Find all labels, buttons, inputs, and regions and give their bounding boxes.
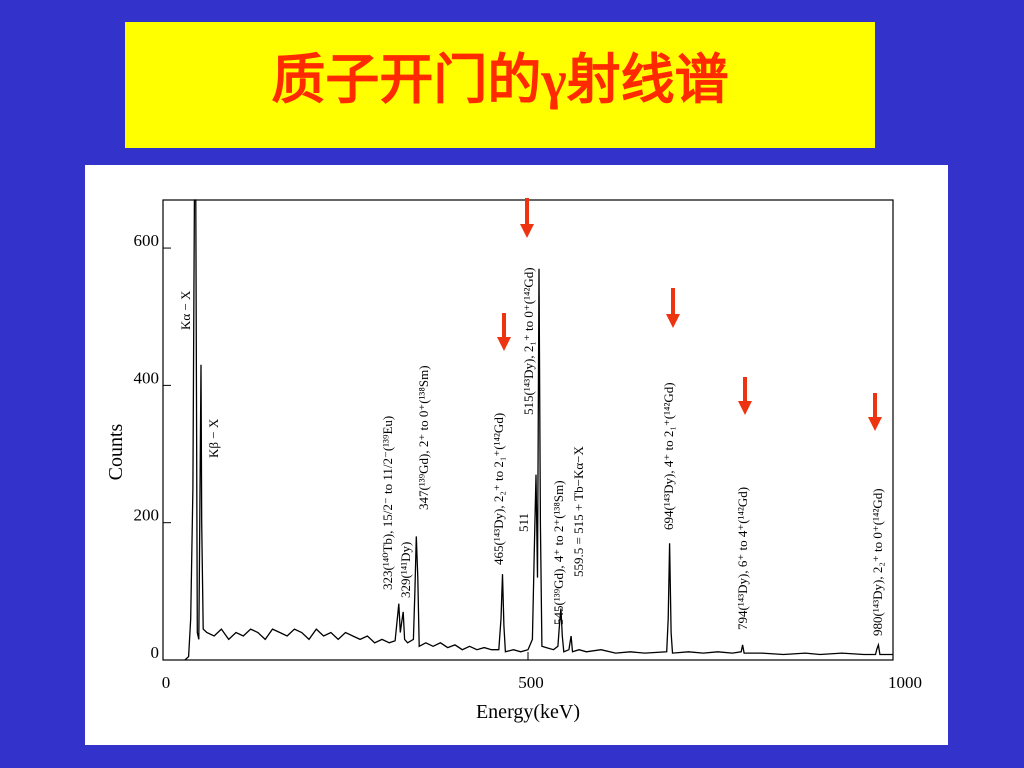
arrows [497, 198, 882, 431]
peak-annotation: 794(¹⁴³Dy), 6⁺ to 4⁺(¹⁴²Gd) [735, 487, 750, 630]
y-tick-label: 600 [134, 231, 160, 250]
peak-annotation: 323(¹⁴⁰Tb), 15/2⁻ to 11/2⁻(¹³⁹Eu) [380, 416, 395, 590]
peak-annotation: 980(¹⁴³Dy), 2₂⁺ to 0⁺(¹⁴²Gd) [870, 488, 885, 636]
x-tick-label: 500 [518, 673, 544, 692]
arrow [525, 198, 529, 226]
y-tick-label: 200 [134, 506, 160, 525]
arrow [502, 313, 506, 339]
chart-title: 质子开门的γ射线谱 [271, 50, 728, 110]
arrow-head [666, 314, 680, 328]
arrow [671, 288, 675, 316]
peak-annotation: 694(¹⁴³Dy), 4⁺ to 2₁⁺(¹⁴²Gd) [661, 382, 676, 530]
peak-annotation: 515(¹⁴³Dy), 2₁⁺ to 0⁺(¹⁴²Gd) [521, 267, 536, 415]
arrow-head [738, 401, 752, 415]
peak-annotation: Kα − X [178, 290, 193, 330]
peak-annotation: 347(¹³⁹Gd), 2⁺ to 0⁺(¹³⁸Sm) [416, 365, 431, 510]
arrow-head [520, 224, 534, 238]
peak-annotation: 545(¹³⁹Gd), 4⁺ to 2⁺(¹³⁸Sm) [551, 480, 566, 625]
peak-annotation: 511 [516, 513, 531, 532]
x-tick-label: 1000 [888, 673, 922, 692]
title-box [125, 22, 875, 148]
arrow-head [868, 417, 882, 431]
spectrum-line [184, 199, 893, 661]
x-tick-label: 0 [162, 673, 171, 692]
arrow [743, 377, 747, 403]
arrow [873, 393, 877, 419]
arrow-head [497, 337, 511, 351]
peak-annotation: 329(¹⁴¹Dy) [398, 542, 413, 598]
x-axis-label: Energy(keV) [476, 701, 580, 723]
chart-panel [85, 165, 948, 745]
peak-annotation: 559.5 = 515 + Tb−Kα−X [571, 446, 586, 577]
peak-annotation: 465(¹⁴³Dy), 2₂⁺ to 2₁⁺(¹⁴²Gd) [491, 413, 506, 565]
y-tick-label: 400 [134, 368, 160, 387]
peak-annotation: Kβ − X [206, 418, 221, 458]
y-axis-label: Counts [105, 423, 127, 480]
y-tick-label: 0 [151, 643, 160, 662]
